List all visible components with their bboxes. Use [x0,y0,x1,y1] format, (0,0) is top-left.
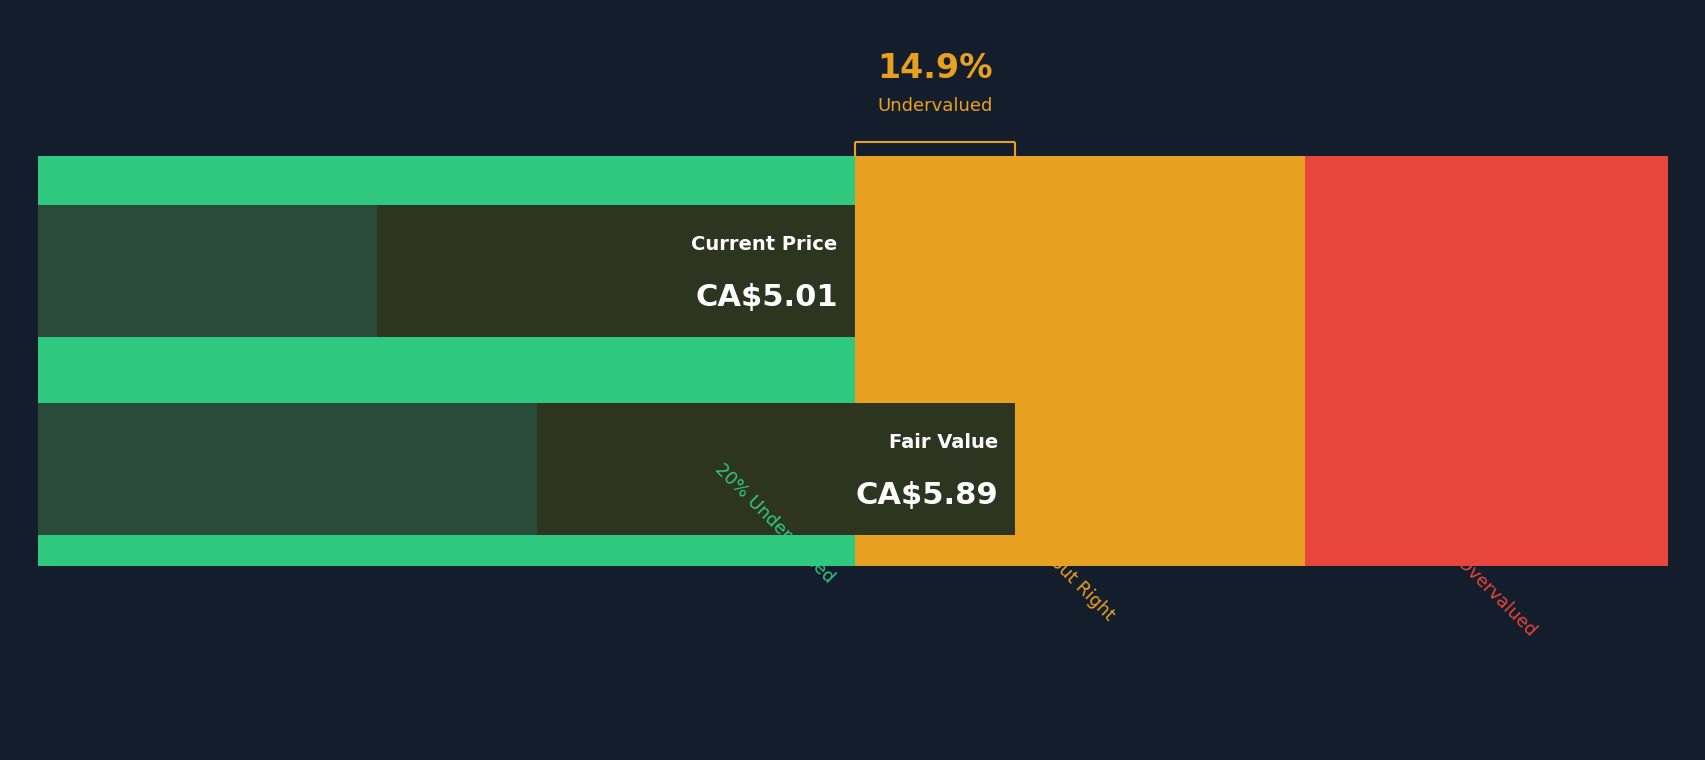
Bar [38,184,854,205]
Text: Current Price: Current Price [691,235,837,254]
Text: Fair Value: Fair Value [888,433,997,451]
Bar [537,403,1014,535]
Text: CA$5.89: CA$5.89 [854,481,997,510]
Bar [38,403,854,535]
Text: Undervalued: Undervalued [876,97,992,116]
Text: 20% Undervalued: 20% Undervalued [711,460,837,587]
Bar [38,156,854,566]
Bar [38,337,854,359]
Bar [854,382,1014,403]
Bar [854,156,1304,566]
Bar [1304,156,1667,566]
Text: 14.9%: 14.9% [876,52,992,85]
Bar [38,382,854,403]
Bar [38,535,854,556]
Text: About Right: About Right [1028,537,1117,624]
Bar [38,205,854,337]
Bar [854,535,1014,556]
Text: 20% Overvalued: 20% Overvalued [1420,521,1540,639]
Bar [854,403,1014,535]
Text: CA$5.01: CA$5.01 [694,283,837,312]
Bar [377,205,854,337]
